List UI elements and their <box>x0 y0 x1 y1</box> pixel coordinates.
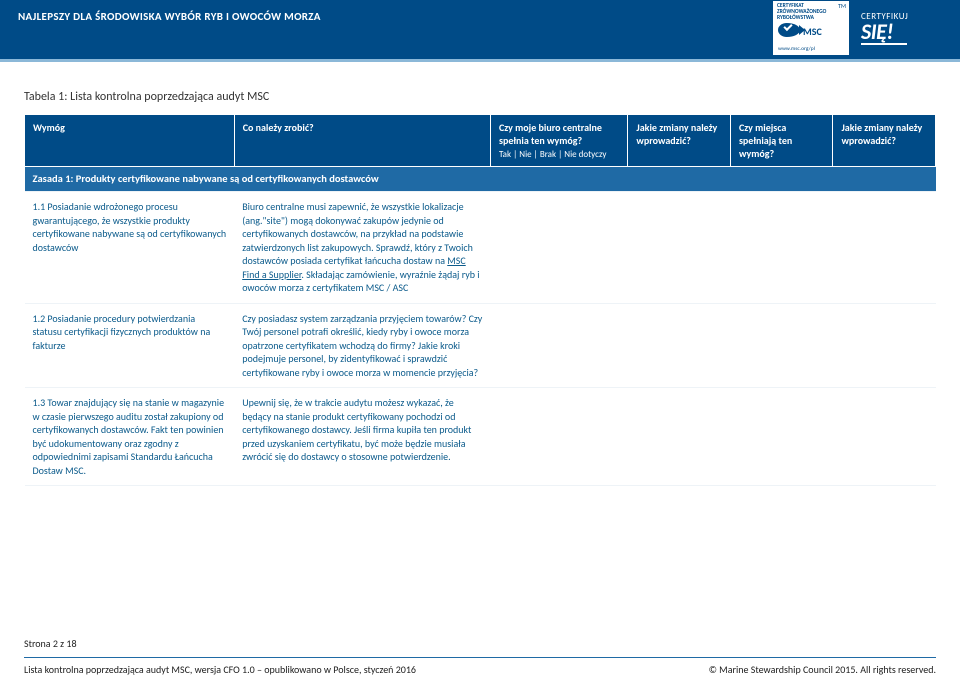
footer: Lista kontrolna poprzedzająca audyt MSC,… <box>24 657 936 676</box>
table-row: 1.1 Posiadanie wdrożonego procesu gwaran… <box>25 192 936 304</box>
badges-group: TM CERTYFIKAT ZRÓWNOWAŻONEGO RYBOŁÓWSTWA… <box>772 0 946 56</box>
th-sites: Czy miejsca spełniają ten wymóg? <box>730 115 833 167</box>
th-changes1: Jakie zmiany należy wprowadzić? <box>628 115 731 167</box>
tm-mark: TM <box>838 2 846 10</box>
principle-text: Zasada 1: Produkty certyfikowane nabywan… <box>25 167 936 192</box>
req-1-3: 1.3 Towar znajdujący się na stanie w mag… <box>25 388 235 486</box>
table-caption: Tabela 1: Lista kontrolna poprzedzająca … <box>24 90 936 104</box>
content: Tabela 1: Lista kontrolna poprzedzająca … <box>0 62 960 486</box>
msc-cert-badge: TM CERTYFIKAT ZRÓWNOWAŻONEGO RYBOŁÓWSTWA… <box>772 0 850 56</box>
top-banner: NAJLEPSZY DLA ŚRODOWISKA WYBÓR RYB I OWO… <box>0 0 960 62</box>
banner-title: NAJLEPSZY DLA ŚRODOWISKA WYBÓR RYB I OWO… <box>18 10 321 23</box>
cell-empty <box>730 303 833 388</box>
action-1-3: Upewnij się, że w trakcie audytu możesz … <box>234 388 490 486</box>
cell-empty <box>628 388 731 486</box>
cell-empty <box>833 192 936 304</box>
certify-line2: SIĘ! <box>861 22 939 42</box>
cell-empty <box>833 388 936 486</box>
footer-right: © Marine Stewardship Council 2015. All r… <box>709 663 936 676</box>
cell-empty <box>628 192 731 304</box>
msc-url: www.msc.org/pl <box>778 46 815 52</box>
checklist-table: Wymóg Co należy zrobić? Czy moje biuro c… <box>24 114 936 486</box>
badge-text: CERTYFIKAT ZRÓWNOWAŻONEGO RYBOŁÓWSTWA <box>777 4 845 21</box>
th-requirement: Wymóg <box>25 115 235 167</box>
underline-decor <box>861 43 907 45</box>
table-row: 1.3 Towar znajdujący się na stanie w mag… <box>25 388 936 486</box>
th-action: Co należy zrobić? <box>234 115 490 167</box>
header-row: Wymóg Co należy zrobić? Czy moje biuro c… <box>25 115 936 167</box>
footer-left: Lista kontrolna poprzedzająca audyt MSC,… <box>24 663 416 676</box>
cell-empty <box>490 303 627 388</box>
cell-empty <box>833 303 936 388</box>
action-1-2: Czy posiadasz system zarządzania przyjęc… <box>234 303 490 388</box>
table-row: 1.2 Posiadanie procedury potwierdzania s… <box>25 303 936 388</box>
certify-badge: CERTYFIKUJ SIĘ! <box>854 0 946 56</box>
th-changes2: Jakie zmiany należy wprowadzić? <box>833 115 936 167</box>
action-1-1: Biuro centralne musi zapewnić, że wszyst… <box>234 192 490 304</box>
cell-empty <box>730 388 833 486</box>
cell-empty <box>730 192 833 304</box>
th-central: Czy moje biuro centralne spełnia ten wym… <box>490 115 627 167</box>
cell-empty <box>490 192 627 304</box>
cell-empty <box>490 388 627 486</box>
req-1-2: 1.2 Posiadanie procedury potwierdzania s… <box>25 303 235 388</box>
msc-label: MSC <box>803 25 822 38</box>
principle-row: Zasada 1: Produkty certyfikowane nabywan… <box>25 167 936 192</box>
page-number: Strona 2 z 18 <box>24 637 77 650</box>
req-1-1: 1.1 Posiadanie wdrożonego procesu gwaran… <box>25 192 235 304</box>
cell-empty <box>628 303 731 388</box>
